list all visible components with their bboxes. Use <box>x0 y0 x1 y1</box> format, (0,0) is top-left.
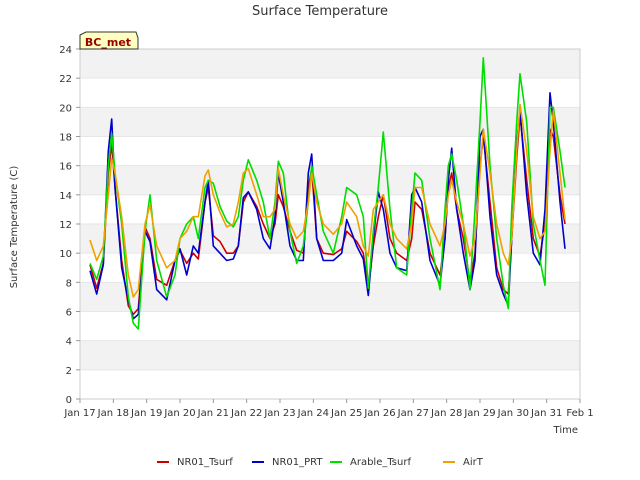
legend-label: AirT <box>463 457 484 468</box>
x-tick-label: Jan 30 <box>497 408 529 419</box>
series-line-airt <box>89 103 566 298</box>
grid-band <box>80 165 580 195</box>
x-tick-label: Jan 28 <box>430 408 462 419</box>
grid-band <box>80 311 580 341</box>
x-tick-label: Jan 25 <box>330 408 362 419</box>
grid-band <box>80 49 580 79</box>
grid-bands <box>80 49 580 400</box>
y-tick-label: 20 <box>59 103 72 114</box>
chart-title: Surface Temperature <box>252 4 388 19</box>
legend-label: NR01_Tsurf <box>177 457 233 468</box>
y-tick-label: 4 <box>66 337 72 348</box>
grid-band <box>80 194 580 224</box>
x-tick-label: Jan 31 <box>530 408 562 419</box>
legend: NR01_Tsurf NR01_PRT Arable_Tsurf AirT <box>157 457 484 468</box>
legend-item: AirT <box>443 457 484 468</box>
grid-band <box>80 107 580 137</box>
y-tick-label: 18 <box>59 133 72 144</box>
grid-band <box>80 340 580 370</box>
series-line-nr01-prt <box>89 92 566 320</box>
legend-item: NR01_PRT <box>252 457 323 468</box>
badge-label: BC_met <box>85 36 131 49</box>
x-tick-label: Jan 27 <box>397 408 429 419</box>
legend-label: Arable_Tsurf <box>350 457 411 468</box>
x-tick-label: Jan 21 <box>197 408 229 419</box>
grid-band <box>80 369 580 399</box>
y-axis-label: Surface Temperature (C) <box>9 166 20 289</box>
legend-item: Arable_Tsurf <box>330 457 411 468</box>
grid-band <box>80 136 580 166</box>
y-tick-label: 2 <box>66 366 72 377</box>
y-tick-label: 22 <box>59 74 72 85</box>
x-tick-label: Feb 1 <box>566 408 593 419</box>
x-tick-label: Jan 22 <box>230 408 262 419</box>
x-axis-ticks: Jan 17 Jan 18 Jan 19 Jan 20 Jan 21 Jan 22 Jan … <box>63 399 594 419</box>
legend-item: NR01_Tsurf <box>157 457 233 468</box>
x-tick-label: Jan 23 <box>263 408 295 419</box>
y-tick-label: 6 <box>66 308 72 319</box>
y-tick-label: 8 <box>66 278 72 289</box>
y-tick-label: 16 <box>59 162 72 173</box>
y-tick-label: 0 <box>66 395 72 406</box>
x-tick-label: Jan 17 <box>63 408 95 419</box>
series-line-nr01-tsurf <box>89 113 566 316</box>
x-tick-label: Jan 19 <box>130 408 162 419</box>
y-tick-label: 14 <box>59 191 72 202</box>
x-tick-label: Jan 29 <box>463 408 495 419</box>
grid-band <box>80 78 580 108</box>
x-tick-label: Jan 18 <box>97 408 129 419</box>
series-lines <box>89 57 566 330</box>
x-tick-label: Jan 20 <box>163 408 195 419</box>
bc-met-badge: BC_met <box>79 31 139 50</box>
x-axis-label: Time <box>553 425 578 436</box>
legend-label: NR01_PRT <box>272 457 323 468</box>
x-tick-label: Jan 24 <box>297 408 329 419</box>
y-tick-label: 24 <box>59 45 72 56</box>
y-tick-label: 10 <box>59 249 72 260</box>
y-tick-label: 12 <box>59 220 72 231</box>
x-tick-label: Jan 26 <box>363 408 395 419</box>
